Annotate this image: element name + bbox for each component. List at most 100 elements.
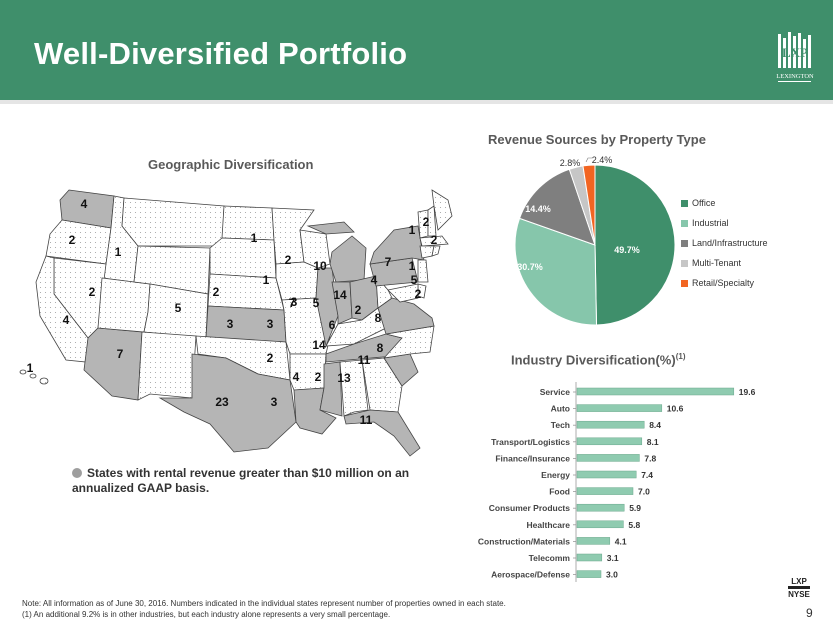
pie-label-office: 49.7% [614,245,640,255]
state-wi [299,229,331,269]
bar-title: Industry Diversification(%)(1) [511,352,685,367]
us-map: 4 2 1 2 4 7 5 2 1 3 3 23 2 1 3 2 3 10 7 5 14 6 14 4 2 13 11 11 8 8 2 4 7… [14,186,454,458]
state-nh [427,205,437,237]
pie-legend-swatch [681,200,688,207]
state-count-id: 1 [115,245,122,259]
state-count-ma: 2 [431,233,438,247]
bar-consumer-products [576,503,625,512]
bar-value-label: 7.8 [644,453,656,463]
state-count-ca: 4 [63,313,70,327]
state-count-ms: 4 [293,370,300,384]
state-count-sc: 11 [358,353,371,367]
pie-label-multi-tenant: 2.8% [560,158,581,168]
pie-legend-item: Retail/Specialty [681,278,768,298]
pie-label-industrial: 30.7% [517,262,543,272]
footnote-line-1: Note: All information as of June 30, 201… [22,599,506,608]
state-count-nv: 2 [89,285,96,299]
pie-title: Revenue Sources by Property Type [488,132,706,147]
bar-finance-insurance [576,454,640,462]
pie-legend-label: Office [692,198,716,208]
bar-value-label: 7.0 [638,487,650,497]
geo-title: Geographic Diversification [148,157,314,172]
pie-slice-land-infrastructure [518,168,596,246]
state-count-al: 2 [315,370,322,384]
bar-category-label: Healthcare [527,520,571,530]
bar-transport-logistics [576,437,643,446]
state-il [315,267,339,348]
state-mt [121,197,225,247]
bar-category-label: Aerospace/Defense [491,570,570,580]
state-count-tn: 14 [312,338,326,352]
pie-legend-label: Land/Infrastructure [692,238,768,248]
bar-construction-materials [576,537,611,545]
bar-category-label: Finance/Insurance [495,453,570,463]
pie-legend-item: Industrial [681,218,768,238]
state-ks [205,305,287,343]
lexington-logo: LXP LEXINGTON [776,32,814,82]
state-count-or: 2 [69,233,76,247]
revenue-pie-svg: 49.7% 30.7% 14.4% 2.8% 2.4% [514,155,676,326]
exchange-ticker: LXP [791,577,807,586]
bar-title-main: Industry Diversification(%) [511,352,676,368]
state-count-nj: 5 [411,273,418,287]
state-count-ks: 3 [227,317,234,331]
exchange-name: NYSE [788,590,810,599]
pie-legend-swatch [681,240,688,247]
page-title: Well-Diversified Portfolio [34,36,408,71]
pie-legend-swatch [681,220,688,227]
pie-leader-line [585,157,592,163]
state-count-hi: 1 [27,361,34,375]
bar-value-label: 8.1 [647,437,659,447]
state-count-nd: 1 [251,231,258,245]
pie-legend-label: Retail/Specialty [692,278,755,288]
bar-food [576,487,634,495]
state-count-ct: 1 [409,259,416,273]
bar-telecomm [576,553,603,562]
state-count-in: 5 [313,296,320,310]
state-ma [419,235,449,247]
state-count-ky: 6 [329,318,336,332]
pie-legend-item: Land/Infrastructure [681,238,768,258]
state-in [331,281,353,325]
bar-category-label: Food [549,487,570,497]
state-count-az: 7 [117,347,124,361]
revenue-pie: 49.7% 30.7% 14.4% 2.8% 2.4% [500,150,690,340]
bar-value-label: 8.4 [649,420,661,430]
header-rule [0,100,833,104]
nyse-listing-logo: LXP NYSE [788,577,811,599]
state-tx [158,353,297,453]
state-count-ar: 2 [267,351,274,365]
state-al [339,359,369,417]
bar-category-label: Energy [541,470,570,480]
state-ny [369,225,425,265]
state-hi [19,369,49,385]
bar-aerospace-defense [576,570,602,578]
state-nj [417,259,429,283]
logo-caption: LEXINGTON [776,73,814,80]
bar-value-label: 4.1 [615,536,627,546]
state-count-fl: 11 [360,413,373,427]
bar-category-label: Service [540,387,571,397]
legend-dot [72,468,82,478]
pie-legend: Office Industrial Land/Infrastructure Multi… [681,198,768,298]
pie-legend-item: Multi-Tenant [681,258,768,278]
state-ut [97,277,151,333]
state-nm [137,331,197,401]
geo-legend-text: States with rental revenue greater than … [72,466,410,495]
pie-label-retail-specialty: 2.4% [592,155,613,165]
state-count-co: 2 [213,285,220,299]
bar-value-label: 3.1 [607,553,619,563]
state-count-mn: 2 [285,253,292,267]
bar-value-label: 5.8 [628,520,640,530]
state-count-va: 8 [375,311,382,325]
state-ga [361,357,403,413]
bar-auto [576,404,663,412]
page-number: 9 [806,606,813,620]
bar-category-label: Tech [551,420,570,430]
industry-bar-svg: Service 19.6 Auto 10.6 Tech 8.4 Transport/Logi… [478,382,756,588]
bar-value-label: 19.6 [739,387,756,397]
pie-legend-swatch [681,260,688,267]
bar-value-label: 7.4 [641,470,653,480]
bar-value-label: 5.9 [629,503,641,513]
state-count-ga: 13 [337,371,351,385]
